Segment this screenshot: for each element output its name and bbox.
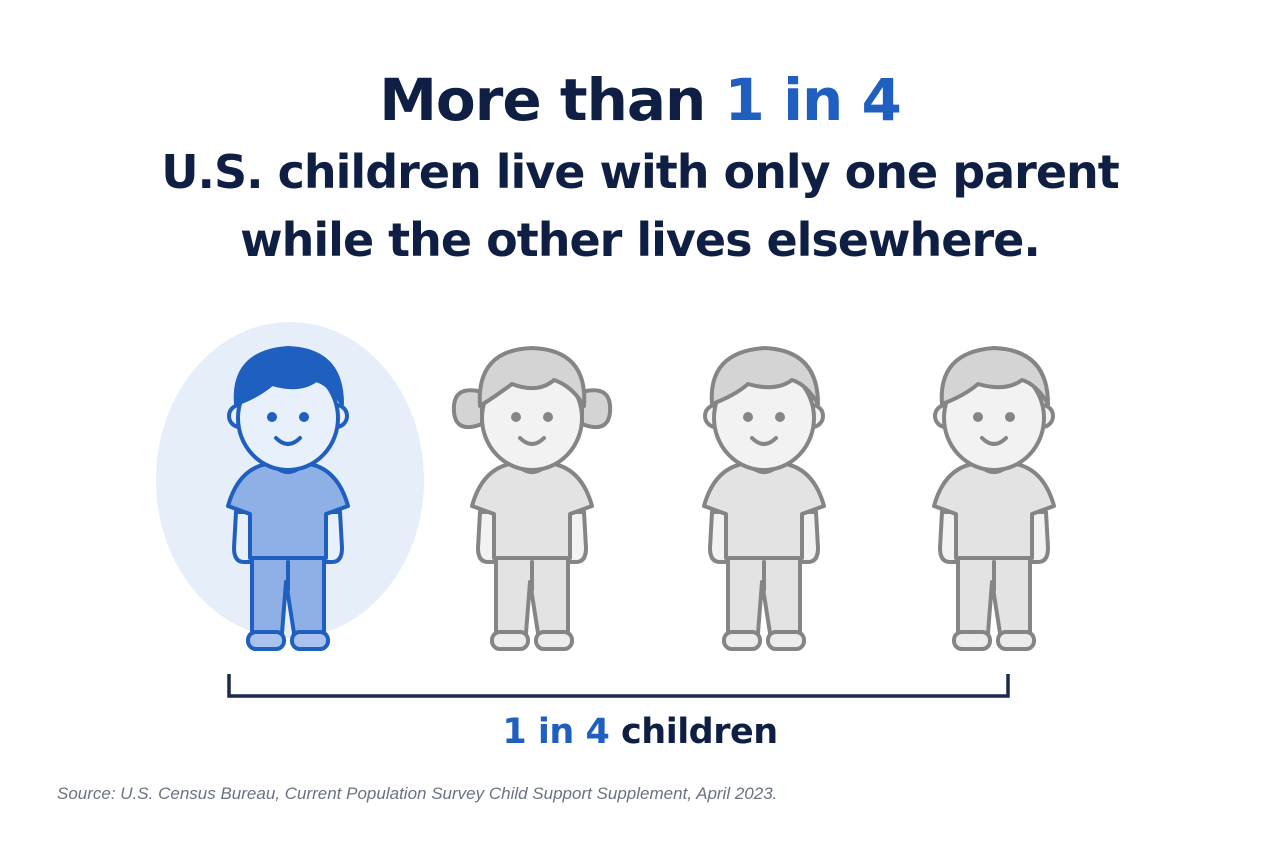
headline-line-3: while the other lives elsewhere. [240, 213, 1041, 267]
headline: More than 1 in 4 U.S. children live with… [0, 62, 1280, 274]
children-figures [156, 322, 1056, 698]
caption-suffix: children [609, 712, 778, 752]
child-figure-boy-icon [702, 346, 826, 651]
caption-highlight: 1 in 4 [502, 712, 610, 752]
source-note: Source: U.S. Census Bureau, Current Popu… [57, 784, 778, 803]
child-figure-girl-icon [451, 346, 613, 651]
headline-highlight: 1 in 4 [724, 66, 902, 134]
caption: 1 in 4 children [0, 712, 1280, 752]
headline-prefix: More than [379, 66, 725, 134]
bracket-line [227, 674, 1010, 698]
child-figure-boy-icon [932, 346, 1056, 651]
headline-line-1: More than 1 in 4 [0, 62, 1280, 138]
headline-line-2: U.S. children live with only one parent [161, 145, 1120, 199]
child-figure-highlighted-icon [226, 346, 350, 651]
